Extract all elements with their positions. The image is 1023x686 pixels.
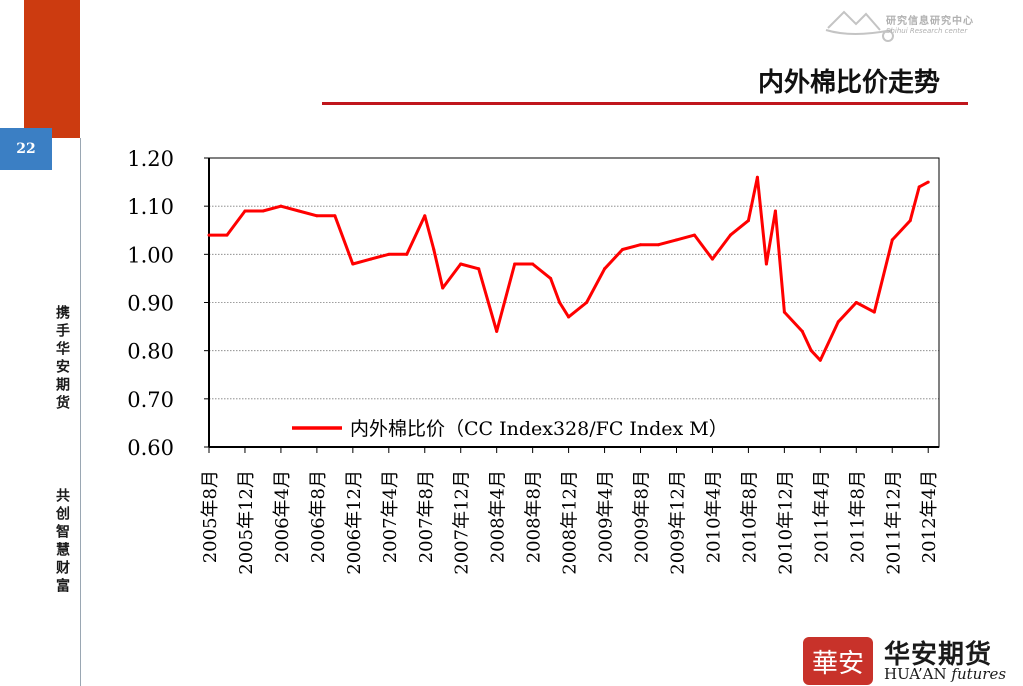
- x-tick-label: 2006年4月: [272, 470, 293, 563]
- data-point: [603, 267, 607, 271]
- x-tick-label: 2008年8月: [524, 470, 545, 563]
- data-point: [585, 301, 589, 304]
- data-point: [333, 214, 337, 218]
- data-point: [728, 233, 732, 237]
- side-slogan-1: 携手华安期货: [54, 305, 70, 413]
- data-point: [639, 243, 643, 247]
- data-point: [423, 214, 427, 218]
- y-tick-label: 0.70: [127, 388, 174, 412]
- data-point: [657, 243, 661, 247]
- data-point: [908, 219, 912, 223]
- data-point: [755, 175, 759, 179]
- grid-lines: [208, 157, 940, 448]
- research-center-logo: [825, 10, 894, 42]
- data-point: [297, 209, 301, 213]
- data-point: [917, 185, 921, 189]
- data-point: [369, 257, 373, 261]
- data-point: [477, 267, 481, 271]
- data-point: [531, 262, 535, 266]
- top-logo-en: Shihui Research center: [886, 27, 968, 35]
- data-point: [459, 262, 463, 266]
- legend: 内外棉比价（CC Index328/FC Index M）: [292, 418, 728, 440]
- data-point: [800, 329, 804, 333]
- x-tick-label: 2005年8月: [200, 470, 221, 563]
- data-point: [432, 248, 436, 252]
- x-tick-label: 2010年12月: [775, 470, 796, 575]
- data-point: [872, 310, 876, 314]
- huaan-logo-cn: 华安期货: [884, 640, 993, 670]
- data-point: [854, 301, 858, 304]
- top-logo-cn: 研究信息研究中心: [886, 16, 974, 27]
- data-point: [567, 315, 571, 319]
- x-tick-label: 2005年12月: [236, 470, 257, 575]
- series-layer: [207, 175, 930, 362]
- data-point: [674, 238, 678, 242]
- x-tick-label: 2006年12月: [344, 470, 365, 575]
- data-point: [495, 329, 499, 333]
- side-accent-bar: [24, 0, 80, 138]
- data-point: [773, 209, 777, 213]
- data-point: [279, 204, 283, 208]
- data-point: [710, 257, 714, 261]
- x-tick-label: 2012年4月: [919, 470, 940, 563]
- side-divider: [80, 138, 81, 686]
- data-point: [261, 209, 265, 213]
- data-point: [441, 286, 445, 290]
- data-point: [513, 262, 517, 266]
- data-point: [225, 233, 229, 237]
- side-slogan-2: 共创智慧财富: [54, 488, 70, 596]
- data-point: [836, 320, 840, 324]
- page-number-badge: 22: [0, 128, 52, 170]
- data-point: [549, 276, 553, 280]
- data-point: [926, 180, 930, 184]
- x-tick-label: 2008年12月: [560, 470, 581, 575]
- huaan-logo-en: HUA’AN futures: [884, 665, 1006, 683]
- y-tick-label: 0.80: [127, 340, 174, 364]
- y-tick-label: 1.10: [127, 195, 174, 219]
- huaan-logo-en-script: futures: [951, 665, 1007, 683]
- data-point: [558, 301, 562, 304]
- x-tick-label: 2010年8月: [739, 470, 760, 563]
- data-point: [809, 349, 813, 353]
- y-tick-label: 0.90: [127, 292, 174, 316]
- x-tick-label: 2007年12月: [452, 470, 473, 575]
- x-tick-label: 2008年4月: [488, 470, 509, 563]
- huaan-seal-logo: 華安: [803, 637, 873, 685]
- x-tick-label: 2011年4月: [811, 470, 832, 563]
- data-point: [207, 233, 211, 237]
- y-tick-label: 1.20: [127, 147, 174, 171]
- x-tick-label: 2009年8月: [632, 470, 653, 563]
- x-tick-label: 2010年4月: [703, 470, 724, 563]
- title-underline: [322, 102, 968, 105]
- x-axis-ticks: 2005年8月 2005年12月 2006年4月 2006年8月 2006年12月 200…: [200, 447, 940, 575]
- data-point: [351, 262, 355, 266]
- data-point: [782, 310, 786, 314]
- y-tick-label: 1.00: [127, 243, 174, 267]
- legend-label: 内外棉比价（CC Index328/FC Index M）: [350, 418, 728, 440]
- series-line: [209, 175, 929, 362]
- data-point: [890, 238, 894, 242]
- x-tick-label: 2007年4月: [380, 470, 401, 563]
- data-point: [764, 262, 768, 266]
- x-tick-label: 2006年8月: [308, 470, 329, 563]
- slide-title: 内外棉比价走势: [757, 68, 940, 98]
- x-tick-label: 2009年12月: [667, 470, 688, 575]
- x-tick-label: 2011年8月: [847, 470, 868, 563]
- data-point: [243, 209, 247, 213]
- data-point: [692, 233, 696, 237]
- data-point: [405, 252, 409, 256]
- data-point: [315, 214, 319, 218]
- data-point: [818, 358, 822, 362]
- data-point: [746, 219, 750, 223]
- data-point: [621, 248, 625, 252]
- x-tick-label: 2011年12月: [883, 470, 904, 575]
- y-tick-label: 0.60: [127, 436, 174, 460]
- y-axis-ticks: 1.20 1.10 1.00 0.90 0.80 0.70 0.60: [127, 147, 209, 460]
- data-point: [387, 252, 391, 256]
- x-tick-label: 2009年4月: [596, 470, 617, 563]
- huaan-logo-en-main: HUA’AN: [884, 665, 947, 683]
- x-tick-label: 2007年8月: [416, 470, 437, 563]
